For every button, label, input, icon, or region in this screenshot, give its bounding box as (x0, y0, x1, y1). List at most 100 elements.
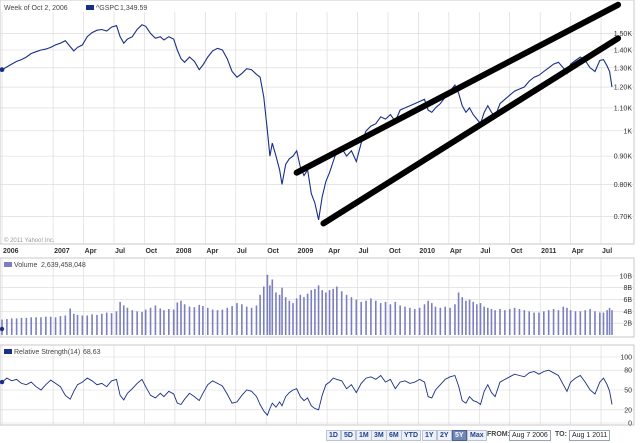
volume-bar (110, 313, 113, 335)
range-button-1m[interactable]: 1M (356, 430, 372, 441)
volume-bars (1, 274, 613, 335)
volume-bar (76, 314, 79, 335)
volume-bar (611, 310, 613, 335)
price-tick-label: 1.20K (614, 85, 633, 92)
volume-bar (404, 306, 406, 335)
x-tick-label: Oct (389, 248, 401, 255)
volume-bar (389, 304, 392, 335)
x-tick-label: 2009 (298, 248, 314, 255)
volume-bar (206, 307, 209, 335)
volume-bar (439, 307, 442, 335)
x-tick-label: 2007 (54, 248, 70, 255)
volume-bar (350, 297, 353, 335)
volume-bar (533, 312, 535, 335)
volume-bar (149, 307, 152, 335)
trend-channel (293, 1, 622, 227)
range-button-ytd[interactable]: YTD (401, 430, 421, 441)
upper-channel-line (293, 1, 622, 176)
volume-bar (221, 309, 224, 335)
volume-bar (255, 305, 258, 335)
volume-start-marker (0, 326, 5, 332)
price-start-marker (0, 67, 5, 73)
volume-label: Volume (14, 262, 37, 269)
x-tick-label: Apr (85, 248, 97, 255)
volume-bar (96, 314, 98, 335)
range-button-max[interactable]: Max (467, 430, 487, 441)
volume-bar (574, 311, 577, 335)
volume-bar (431, 303, 433, 335)
volume-bar (418, 307, 421, 335)
volume-bar (216, 310, 219, 335)
volume-bar (325, 292, 327, 335)
volume-bar (606, 310, 608, 335)
volume-bar (119, 301, 121, 335)
volume-bar (490, 309, 493, 335)
volume-tick-label: 4B (623, 309, 632, 316)
to-date-input[interactable]: Aug 1 2011 (569, 430, 611, 441)
volume-bar (295, 298, 298, 335)
volume-bar (538, 312, 540, 335)
x-tick-label: 2010 (419, 248, 435, 255)
volume-bar (314, 288, 316, 335)
legend-swatch (86, 5, 94, 10)
volume-panel (0, 257, 635, 338)
price-tick-label: 0.90K (614, 154, 633, 161)
volume-bar (54, 317, 57, 335)
x-tick-label: Apr (450, 248, 462, 255)
volume-bar (465, 300, 467, 335)
volume-bar (365, 300, 367, 335)
volume-bar (275, 292, 277, 335)
volume-value: 2,639,458,048 (41, 262, 86, 269)
volume-bar (449, 307, 451, 335)
x-tick-label: 2011 (541, 248, 556, 255)
price-tick-label: 0.70K (614, 214, 633, 221)
range-button-2y[interactable]: 2Y (437, 430, 452, 441)
rsi-swatch (4, 349, 12, 354)
x-tick-label: Jul (602, 248, 612, 255)
rsi-panel (0, 344, 635, 426)
volume-bar (494, 310, 496, 335)
volume-bar (299, 294, 302, 335)
volume-tick-label: 2B (623, 321, 632, 328)
volume-bar (168, 309, 170, 335)
volume-bar (40, 317, 42, 335)
price-tick-label: 1.10K (614, 105, 633, 112)
from-date-input[interactable]: Aug 7 2006 (509, 430, 551, 441)
symbol-value: 1,349.59 (120, 5, 147, 12)
from-label: FROM: (487, 431, 510, 438)
price-tick-label: 0.80K (614, 182, 633, 189)
volume-tick-label: 10B (620, 273, 633, 280)
volume-bar (269, 285, 271, 335)
volume-bar (340, 291, 343, 335)
volume-bar (332, 288, 334, 335)
x-tick-label: 2006 (3, 248, 19, 255)
volume-bar (91, 314, 93, 335)
volume-bar (45, 316, 47, 335)
volume-bar (379, 303, 382, 335)
volume-bar (523, 310, 526, 335)
volume-bar (131, 310, 134, 335)
volume-bar (599, 312, 601, 335)
range-button-1y[interactable]: 1Y (422, 430, 437, 441)
volume-bar (188, 306, 191, 335)
range-button-1d[interactable]: 1D (326, 430, 341, 441)
volume-bar (211, 309, 214, 335)
volume-bar (101, 313, 103, 335)
volume-bar (543, 311, 545, 335)
rsi-tick-label: 0 (628, 421, 632, 428)
range-button-5y[interactable]: 5Y (452, 430, 467, 441)
volume-bar (594, 311, 596, 335)
volume-bar (245, 306, 248, 335)
price-panel (0, 0, 635, 245)
volume-bar (384, 301, 387, 335)
volume-bar (374, 300, 377, 335)
range-button-5d[interactable]: 5D (341, 430, 356, 441)
volume-bar (336, 286, 338, 335)
volume-bar (69, 308, 71, 335)
volume-bar (423, 304, 426, 335)
range-controls: 1D 5D 1M 3M 6M YTD 1Y 2Y 5Y Max FROM: Aug 7 2006 … (326, 429, 640, 443)
volume-bar (172, 309, 175, 335)
range-button-6m[interactable]: 6M (386, 430, 402, 441)
range-button-3m[interactable]: 3M (371, 430, 387, 441)
